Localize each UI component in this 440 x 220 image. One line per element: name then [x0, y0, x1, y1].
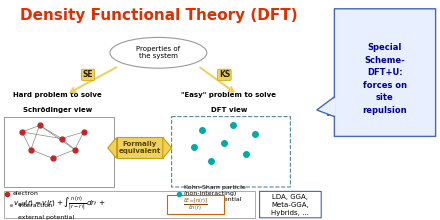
- Text: Special
Scheme-
DFT+U:
forces on
site
repulsion: Special Scheme- DFT+U: forces on site re…: [363, 44, 407, 115]
- Text: Hard problem to solve: Hard problem to solve: [13, 92, 102, 98]
- Text: interaction: interaction: [18, 203, 53, 208]
- Polygon shape: [321, 98, 335, 116]
- Text: DFT view: DFT view: [211, 107, 247, 113]
- FancyBboxPatch shape: [4, 117, 114, 187]
- FancyBboxPatch shape: [172, 117, 290, 187]
- Text: KS: KS: [219, 70, 230, 79]
- Polygon shape: [317, 97, 334, 117]
- Text: "Easy" problem to solve: "Easy" problem to solve: [181, 92, 276, 98]
- Polygon shape: [108, 138, 117, 158]
- Ellipse shape: [110, 37, 207, 68]
- Text: $v_{eff}(r) = v(r) + \int \frac{n(r\prime)}{|r-r\prime|}\,dr\prime\,+$: $v_{eff}(r) = v(r) + \int \frac{n(r\prim…: [13, 196, 106, 213]
- Text: electron: electron: [12, 191, 38, 196]
- FancyArrowPatch shape: [70, 67, 116, 92]
- Text: +: +: [319, 101, 336, 119]
- Text: Formally
equivalent: Formally equivalent: [119, 141, 161, 154]
- FancyArrowPatch shape: [200, 68, 234, 92]
- Text: Schrödinger view: Schrödinger view: [22, 107, 92, 113]
- Text: $\frac{\delta E_{xc}[n(r)]}{\delta n(r)}$: $\frac{\delta E_{xc}[n(r)]}{\delta n(r)}…: [183, 196, 208, 213]
- Text: Properties of
the system: Properties of the system: [136, 46, 180, 59]
- FancyBboxPatch shape: [4, 191, 255, 218]
- Text: external potential: external potential: [18, 215, 74, 220]
- FancyBboxPatch shape: [334, 9, 436, 136]
- Text: Kohn-Sham particle
(non-interacting)
effective potential: Kohn-Sham particle (non-interacting) eff…: [184, 185, 246, 202]
- Text: SE: SE: [83, 70, 93, 79]
- Text: Density Functional Theory (DFT): Density Functional Theory (DFT): [20, 8, 297, 23]
- FancyBboxPatch shape: [117, 138, 163, 158]
- Text: LDA, GGA,
Meta-GGA,
Hybrids, ...: LDA, GGA, Meta-GGA, Hybrids, ...: [271, 194, 309, 216]
- FancyBboxPatch shape: [167, 195, 224, 214]
- FancyBboxPatch shape: [260, 191, 321, 218]
- Polygon shape: [163, 138, 172, 158]
